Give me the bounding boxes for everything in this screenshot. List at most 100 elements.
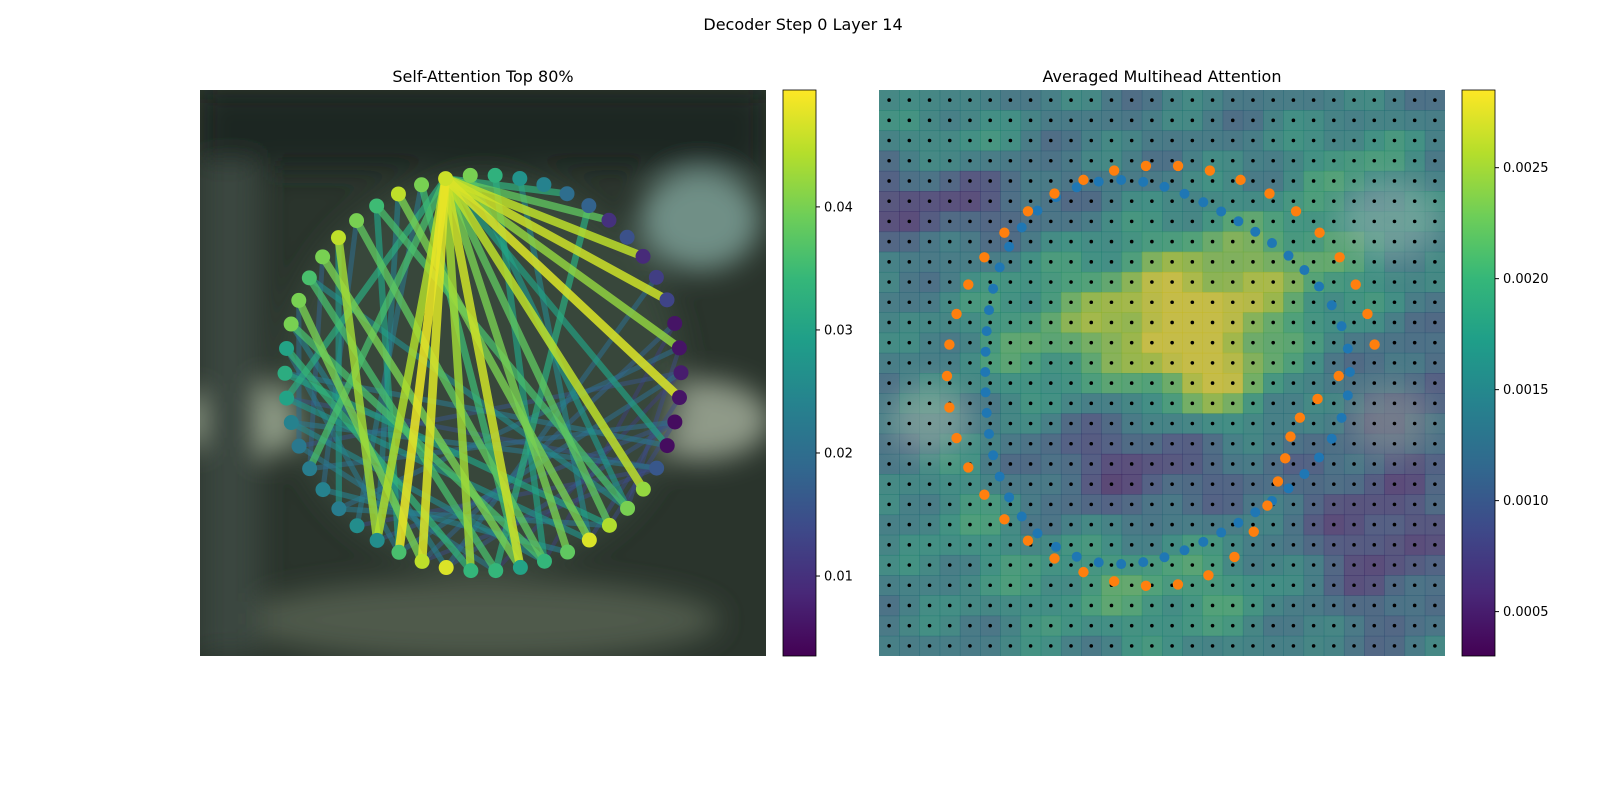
grid-dot bbox=[1008, 522, 1013, 527]
grid-dot bbox=[1129, 219, 1134, 224]
grid-dot bbox=[1412, 644, 1417, 648]
grid-dot bbox=[1251, 563, 1255, 567]
attention-node bbox=[438, 171, 454, 187]
attention-node bbox=[315, 249, 331, 265]
grid-dot bbox=[1291, 644, 1296, 648]
grid-dot bbox=[1150, 179, 1154, 183]
grid-dot bbox=[927, 300, 932, 305]
grid-dot bbox=[1392, 583, 1397, 588]
colorbar-tick-label: 0.04 bbox=[824, 200, 853, 215]
grid-dot bbox=[1392, 462, 1397, 466]
blue-keypoint bbox=[1198, 536, 1209, 547]
grid-dot bbox=[1311, 320, 1316, 325]
grid-dot bbox=[1332, 522, 1336, 527]
grid-dot bbox=[1049, 441, 1053, 446]
grid-dot bbox=[988, 623, 992, 628]
orange-keypoint bbox=[1333, 370, 1344, 382]
grid-dot bbox=[1129, 340, 1134, 345]
grid-dot bbox=[1008, 421, 1013, 426]
grid-dot bbox=[1251, 138, 1255, 143]
grid-dot bbox=[1028, 199, 1033, 203]
grid-dot bbox=[1190, 179, 1195, 183]
grid-dot bbox=[1311, 239, 1316, 244]
grid-dot bbox=[1190, 118, 1195, 123]
grid-dot bbox=[1210, 401, 1215, 406]
grid-dot bbox=[1170, 563, 1174, 567]
attention-node bbox=[648, 269, 664, 285]
grid-dot bbox=[1311, 138, 1316, 143]
grid-dot bbox=[1089, 239, 1094, 244]
grid-dot bbox=[1028, 563, 1033, 567]
grid-dot bbox=[887, 219, 891, 224]
grid-dot bbox=[1271, 260, 1275, 264]
grid-dot bbox=[947, 98, 952, 102]
grid-dot bbox=[1433, 421, 1437, 426]
grid-dot bbox=[1433, 563, 1437, 567]
colorbar-tick-label: 0.02 bbox=[824, 446, 853, 461]
grid-dot bbox=[988, 583, 992, 588]
grid-dot bbox=[907, 179, 912, 183]
grid-dot bbox=[1049, 462, 1053, 466]
grid-dot bbox=[1210, 543, 1215, 547]
grid-dot bbox=[947, 260, 952, 264]
attention-edge bbox=[441, 174, 525, 572]
grid-dot bbox=[1028, 179, 1033, 183]
grid-dot bbox=[1008, 158, 1013, 163]
grid-dot bbox=[1089, 138, 1094, 143]
grid-dot bbox=[1150, 462, 1154, 466]
blue-keypoint bbox=[1016, 222, 1027, 233]
grid-dot bbox=[968, 199, 972, 203]
grid-dot bbox=[1433, 158, 1437, 163]
grid-dot bbox=[1352, 462, 1356, 466]
grid-dot bbox=[1089, 543, 1094, 547]
attention-edge bbox=[441, 174, 684, 402]
blue-keypoint bbox=[1179, 188, 1190, 199]
grid-dot bbox=[1372, 482, 1377, 486]
attention-edge bbox=[441, 174, 614, 530]
grid-dot bbox=[1332, 644, 1336, 648]
grid-dot bbox=[1291, 441, 1296, 446]
blue-keypoint bbox=[1216, 527, 1227, 538]
blue-keypoint bbox=[1299, 265, 1310, 276]
grid-dot bbox=[968, 340, 972, 345]
grid-dot bbox=[1392, 522, 1397, 527]
grid-dot bbox=[1271, 421, 1275, 426]
grid-dot bbox=[1190, 522, 1195, 527]
grid-dot bbox=[1332, 280, 1336, 284]
grid-dot bbox=[1230, 158, 1235, 163]
grid-dot bbox=[1129, 118, 1134, 123]
blue-keypoint bbox=[1283, 250, 1294, 261]
grid-dot bbox=[1129, 381, 1134, 385]
grid-dot bbox=[1251, 401, 1255, 406]
grid-dot bbox=[1230, 98, 1235, 102]
grid-dot bbox=[1069, 543, 1073, 547]
grid-dot bbox=[1311, 522, 1316, 527]
grid-dot bbox=[927, 361, 932, 365]
grid-dot bbox=[1433, 381, 1437, 385]
grid-dot bbox=[1089, 98, 1094, 102]
grid-dot bbox=[887, 563, 891, 567]
grid-dot bbox=[1129, 603, 1134, 608]
grid-dot bbox=[947, 644, 952, 648]
grid-dot bbox=[1150, 381, 1154, 385]
grid-dot bbox=[947, 603, 952, 608]
grid-dot bbox=[1271, 522, 1275, 527]
grid-dot bbox=[988, 98, 992, 102]
grid-dot bbox=[1352, 644, 1356, 648]
grid-dot bbox=[1109, 280, 1114, 284]
grid-dot bbox=[947, 441, 952, 446]
grid-dot bbox=[1028, 623, 1033, 628]
grid-dot bbox=[1109, 118, 1114, 123]
orange-keypoint bbox=[963, 279, 974, 290]
grid-dot bbox=[1069, 239, 1073, 244]
grid-dot bbox=[1129, 623, 1134, 628]
grid-dot bbox=[1271, 361, 1275, 365]
attention-edge bbox=[352, 216, 549, 565]
grid-dot bbox=[1352, 583, 1356, 588]
grid-dot bbox=[1008, 401, 1013, 406]
grid-dot bbox=[1412, 118, 1417, 123]
grid-dot bbox=[1230, 543, 1235, 547]
grid-dot bbox=[1049, 583, 1053, 588]
attention-node bbox=[667, 315, 683, 331]
grid-dot bbox=[1291, 522, 1296, 527]
